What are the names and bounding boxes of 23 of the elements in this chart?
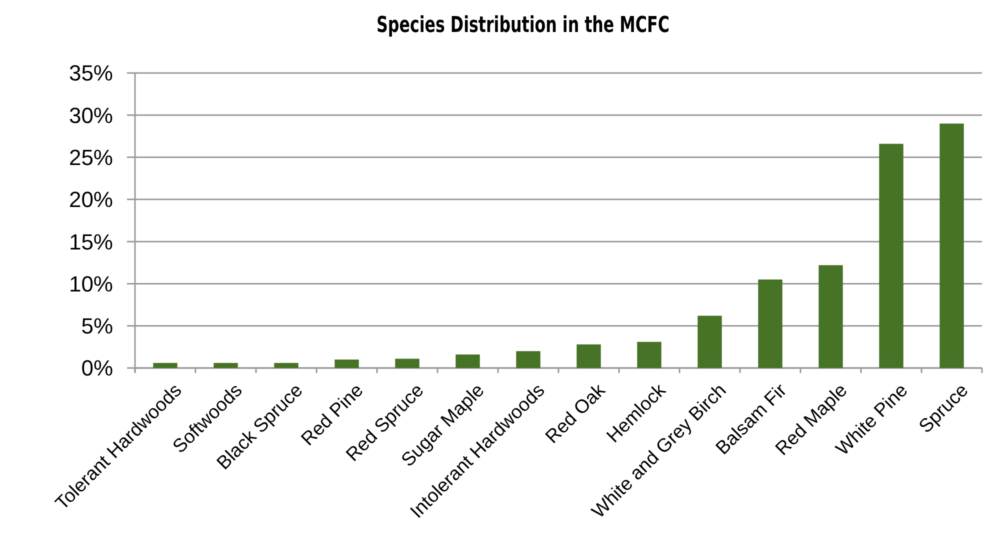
bar: [818, 265, 843, 368]
bar: [576, 344, 601, 368]
bar: [516, 351, 540, 368]
bar: [879, 144, 904, 368]
bar: [758, 280, 782, 368]
y-tick-label: 30%: [68, 102, 113, 128]
y-tick-label: 25%: [68, 144, 113, 170]
y-tick-label: 35%: [68, 60, 113, 86]
y-tick-label: 10%: [68, 271, 113, 296]
bar: [153, 362, 178, 368]
bar: [334, 360, 359, 368]
y-tick-label: 15%: [68, 229, 113, 254]
y-tick-label: 20%: [68, 187, 113, 212]
y-tick-label: 5%: [81, 314, 113, 339]
bar: [214, 362, 238, 368]
y-tick-label: 0%: [81, 356, 113, 381]
bar: [637, 342, 662, 368]
bar: [395, 358, 420, 368]
bar: [274, 362, 298, 368]
bar: [456, 354, 480, 368]
bar: [698, 316, 722, 368]
bar: [940, 124, 964, 368]
chart-title: Species Distribution in the MCFC: [376, 12, 670, 38]
